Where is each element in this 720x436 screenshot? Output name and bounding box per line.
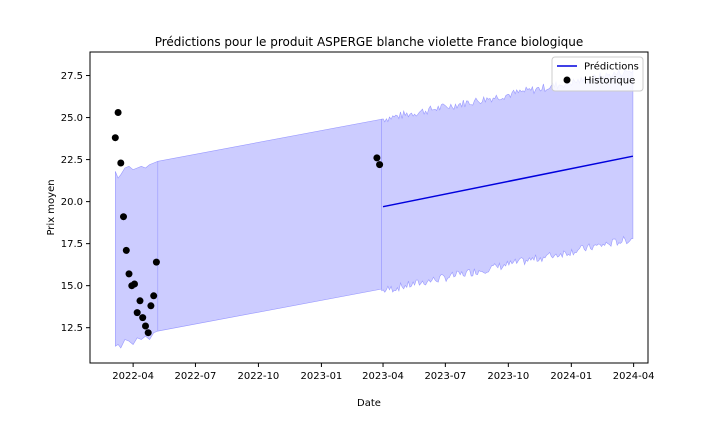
- y-tick-label: 15.0: [61, 281, 83, 292]
- axes-frame: [89, 51, 649, 364]
- x-tick-label: 2023-04: [362, 371, 404, 382]
- y-tick-label: 22.5: [61, 155, 83, 166]
- y-tick-label: 12.5: [61, 323, 83, 334]
- y-axis-label: Prix moyen: [46, 179, 57, 235]
- x-tick-label: 2023-01: [301, 371, 343, 382]
- history-point: [131, 280, 138, 288]
- history-point: [125, 270, 133, 278]
- x-tick-label: 2022-10: [238, 371, 280, 382]
- plot-area: [89, 51, 649, 364]
- history-point: [376, 161, 384, 169]
- history-point: [133, 309, 141, 317]
- history-point: [114, 109, 122, 116]
- interval-band-segment-0: [115, 160, 159, 349]
- y-tick-label: 17.5: [61, 239, 83, 250]
- prediction-interval: [115, 68, 634, 349]
- history-point: [111, 134, 119, 142]
- x-tick-label: 2022-07: [175, 371, 217, 382]
- history-point: [120, 213, 127, 221]
- y-tick-label: 25.0: [61, 113, 83, 124]
- interval-band-segment-2: [381, 68, 634, 293]
- history-point: [147, 302, 155, 310]
- x-tick-label: 2022-04: [112, 371, 154, 382]
- history-point: [144, 329, 152, 337]
- x-tick-label: 2023-07: [424, 371, 466, 382]
- chart-title: Prédictions pour le produit ASPERGE blan…: [155, 35, 584, 49]
- x-tick-label: 2024-04: [613, 371, 655, 382]
- legend-point-swatch: [563, 76, 571, 84]
- history-point: [139, 314, 147, 322]
- legend-entry-predictions: Prédictions: [584, 61, 639, 73]
- x-axis: 2022-04 2022-07 2022-10 2023-01 2023-04 2023-…: [112, 363, 655, 382]
- history-point: [142, 322, 149, 330]
- y-axis: 12.5 15.0 17.5 20.0 22.5 25.0 27.5: [61, 71, 90, 334]
- prediction-line: [382, 155, 634, 208]
- history-point: [136, 297, 144, 305]
- history-points-layer: [111, 109, 384, 337]
- x-axis-label: Date: [357, 398, 381, 409]
- legend-entry-history: Historique: [584, 76, 635, 87]
- history-point: [117, 159, 125, 167]
- prediction-line-layer: [382, 155, 634, 208]
- y-tick-label: 20.0: [61, 197, 83, 208]
- interval-band-segment-1: [157, 118, 383, 332]
- history-point: [152, 258, 160, 266]
- x-tick-label: 2024-01: [550, 371, 592, 382]
- legend: Prédictions Historique: [551, 56, 644, 92]
- history-point: [150, 292, 158, 300]
- x-tick-label: 2023-10: [487, 371, 529, 382]
- history-point: [122, 246, 130, 254]
- history-point: [373, 154, 381, 162]
- y-tick-label: 27.5: [61, 71, 83, 82]
